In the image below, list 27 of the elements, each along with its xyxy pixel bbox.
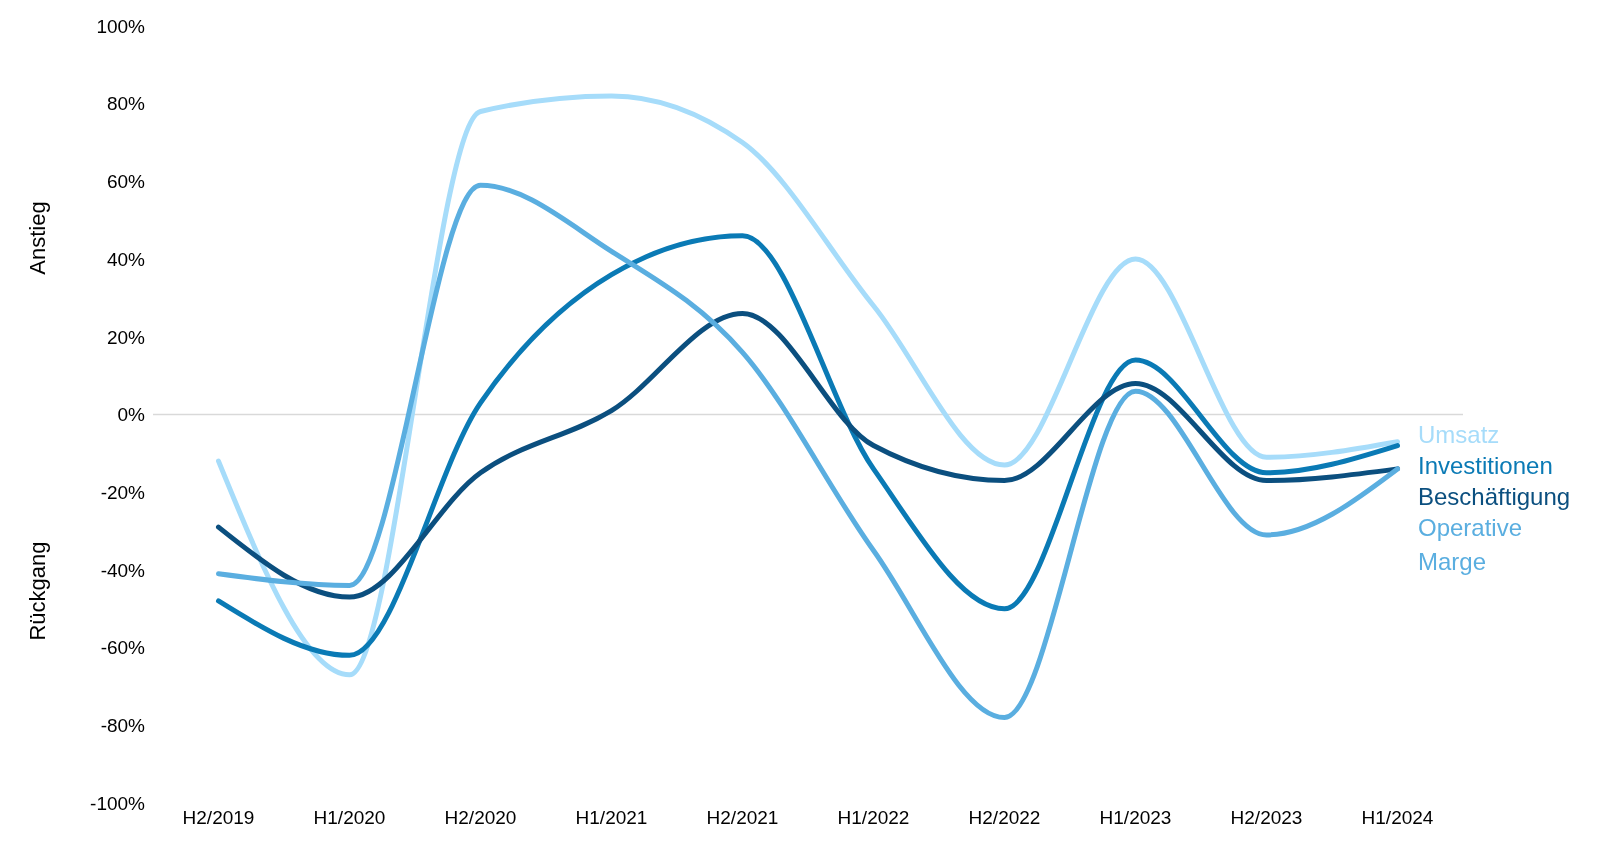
x-tick-label: H2/2023 [1230, 807, 1303, 829]
x-tick-label: H2/2020 [444, 807, 517, 829]
text: Rückgang [25, 541, 51, 641]
x-tick-label: H1/2024 [1361, 807, 1434, 829]
y-tick-label: 40% [106, 248, 146, 270]
y-tick-label: -20% [100, 481, 146, 503]
x-tick-label: H1/2022 [837, 807, 910, 829]
y-tick-label: 0% [117, 404, 146, 426]
x-tick-label: H1/2021 [575, 807, 648, 829]
y-tick-label: 100% [96, 15, 146, 37]
series-label: Beschäftigung [1418, 481, 1572, 512]
text: Anstieg [25, 201, 51, 275]
x-tick-label: H2/2021 [706, 807, 779, 829]
x-tick-label: H2/2022 [968, 807, 1041, 829]
y-tick-label: 80% [106, 93, 146, 115]
y-tick-label: -60% [100, 637, 146, 659]
y-tick-label: -40% [100, 559, 146, 581]
y-tick-label: -100% [90, 792, 146, 814]
x-tick-label: H2/2019 [182, 807, 255, 829]
x-tick-label: H1/2023 [1099, 807, 1172, 829]
series-label: Investitionen [1418, 450, 1554, 481]
text: Operative Marge [1418, 512, 1524, 577]
series-label: Umsatz [1418, 419, 1501, 450]
y-tick-label: 20% [106, 326, 146, 348]
x-tick-label: H1/2020 [313, 807, 386, 829]
y-tick-label: -80% [100, 715, 146, 737]
y-tick-label: 60% [106, 171, 146, 193]
